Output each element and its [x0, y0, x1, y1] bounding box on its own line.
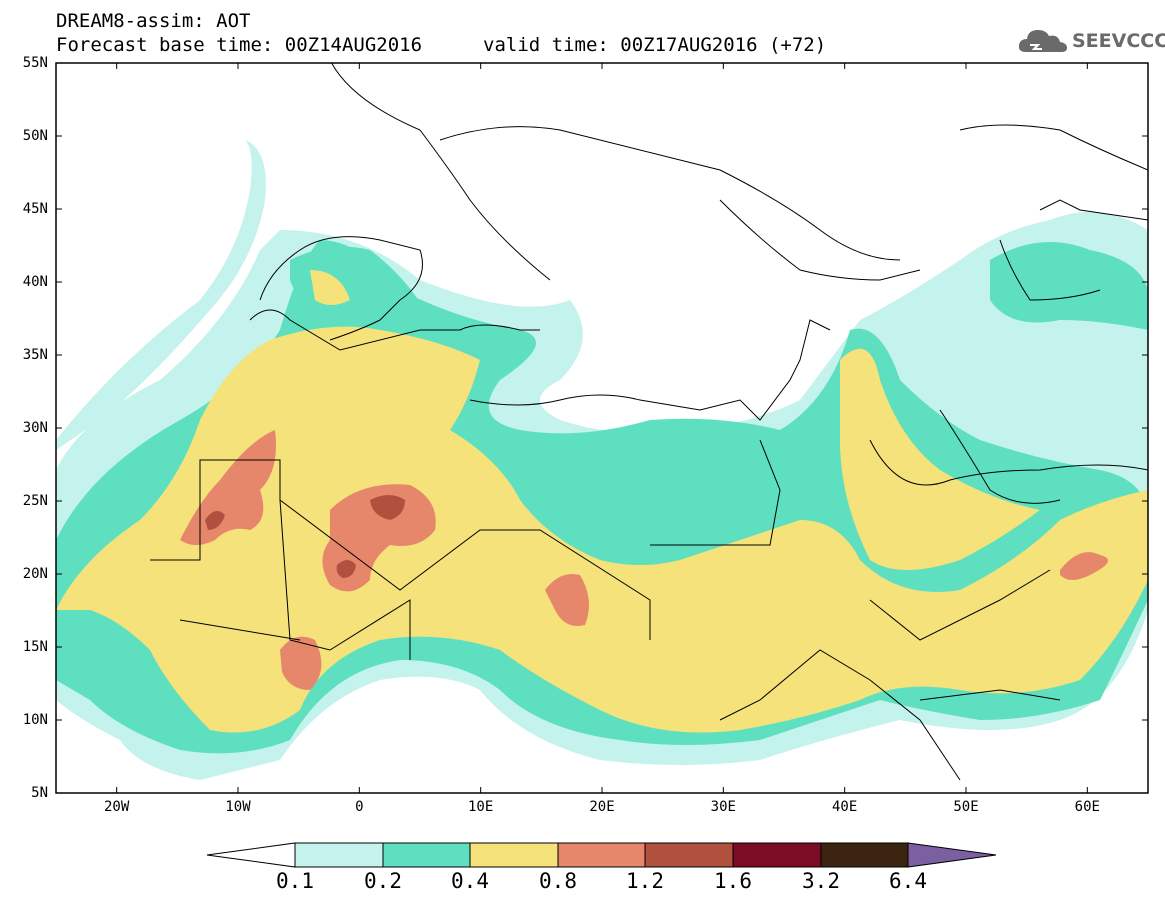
colorbar-cell: [644, 842, 734, 868]
colorbar-cell: [732, 842, 822, 868]
colorbar-label: 0.2: [364, 869, 402, 893]
colorbar-label: 1.6: [714, 869, 752, 893]
contour-0.1-plume: [56, 140, 266, 450]
contour-0.4-arabia: [840, 348, 1040, 570]
colorbar-cell: [382, 842, 471, 868]
colorbar-cell: [820, 842, 909, 868]
contour-1.2-3: [205, 511, 225, 530]
cloud-icon: [1018, 30, 1067, 52]
lon-label: 20W: [104, 799, 130, 815]
colorbar-label: 0.4: [451, 869, 489, 893]
logo-text: SEEVCCC: [1072, 30, 1165, 52]
seevccc-logo: [1018, 30, 1067, 52]
contour-0.8-1: [180, 430, 276, 545]
lat-label: 5N: [31, 785, 48, 801]
valid-time: valid time: 00Z17AUG2016 (+72): [483, 34, 827, 56]
lat-label: 55N: [22, 55, 48, 71]
lat-label: 30N: [22, 420, 48, 436]
forecast-base-time: Forecast base time: 00Z14AUG2016: [56, 34, 423, 56]
lat-label: 50N: [22, 128, 48, 144]
lon-label: 10E: [468, 799, 494, 815]
lon-label: 0: [355, 799, 364, 815]
contour-0.8-4: [280, 636, 322, 690]
colorbar-cells: [206, 842, 997, 868]
lat-label: 20N: [22, 566, 48, 582]
lon-label: 60E: [1074, 799, 1100, 815]
colorbar-arrow-left: [206, 842, 296, 868]
lon-label: 40E: [832, 799, 858, 815]
contour-0.4-iberia: [310, 270, 350, 305]
lat-label: 40N: [22, 274, 48, 290]
colorbar-cell: [294, 842, 384, 868]
lon-label: 50E: [953, 799, 979, 815]
colorbar-label: 0.1: [276, 869, 314, 893]
axis-ticks: [56, 62, 1148, 794]
contour-1.2-2: [336, 560, 356, 578]
contour-0.2-caspian: [990, 242, 1148, 330]
colorbar-label: 6.4: [889, 869, 927, 893]
colorbar-label: 3.2: [802, 869, 840, 893]
contour-0.4: [56, 326, 1148, 733]
map-title: DREAM8-assim: AOT: [56, 10, 251, 32]
aot-contours: [56, 140, 1148, 780]
lat-label: 15N: [22, 639, 48, 655]
colorbar-arrow-right: [907, 842, 997, 868]
colorbar-label: 0.8: [539, 869, 577, 893]
contour-0.8-5: [1060, 552, 1108, 580]
colorbar-cell: [469, 842, 559, 868]
colorbar-cell: [557, 842, 646, 868]
lon-label: 30E: [710, 799, 736, 815]
lon-label: 10W: [225, 799, 251, 815]
contour-0.8-3: [545, 574, 589, 626]
lat-label: 45N: [22, 201, 48, 217]
lat-label: 25N: [22, 493, 48, 509]
contour-1.2-1: [370, 495, 405, 520]
country-borders: [150, 63, 1148, 781]
colorbar-label: 1.2: [626, 869, 664, 893]
lon-label: 20E: [589, 799, 615, 815]
lat-label: 35N: [22, 347, 48, 363]
lat-label: 10N: [22, 712, 48, 728]
